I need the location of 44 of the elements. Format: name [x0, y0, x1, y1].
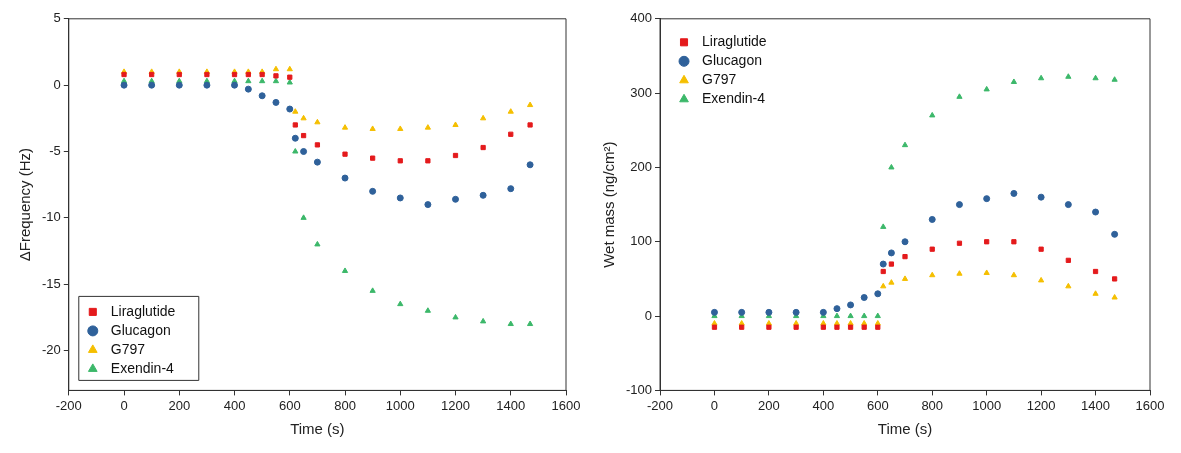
y-tick-label: 0	[53, 76, 61, 92]
y-tick-label: -5	[49, 143, 61, 159]
legend-label: Glucagon	[702, 52, 762, 69]
y-tick-label: 400	[630, 10, 653, 26]
x-tick-label: 400	[223, 397, 246, 413]
x-tick-label: -200	[647, 397, 674, 413]
x-axis-title: Time (s)	[290, 420, 345, 438]
legend-label: Exendin-4	[702, 90, 766, 107]
x-tick-label: 1400	[1081, 397, 1111, 413]
y-tick-label: -10	[41, 209, 61, 225]
x-tick-label: 400	[812, 397, 835, 413]
y-axis-title: Wet mass (ng/cm²)	[600, 141, 618, 268]
x-tick-label: 600	[866, 397, 889, 413]
legend-label: Liraglutide	[110, 302, 176, 319]
x-tick-label: 200	[168, 397, 191, 413]
legend-label: Liraglutide	[702, 33, 767, 50]
legend-label: Exendin-4	[110, 359, 175, 376]
x-tick-label: 1600	[551, 397, 581, 413]
y-tick-label: -15	[41, 275, 61, 291]
legend-label: Glucagon	[110, 321, 171, 338]
y-tick-label: 100	[630, 233, 653, 249]
x-tick-label: 1000	[972, 397, 1002, 413]
x-tick-label: 0	[120, 397, 128, 413]
y-tick-label: -100	[625, 381, 653, 397]
x-tick-label: 800	[334, 397, 356, 413]
legend-label: G797	[702, 71, 737, 88]
y-tick-label: 200	[630, 159, 653, 175]
y-axis-title: ΔFrequency (Hz)	[16, 147, 34, 262]
y-tick-label: 300	[630, 84, 653, 100]
x-tick-label: 600	[278, 397, 301, 413]
x-tick-label: 1200	[441, 397, 470, 413]
x-tick-label: 1000	[385, 397, 415, 413]
x-tick-label: -200	[55, 397, 82, 413]
x-axis-title: Time (s)	[877, 420, 933, 438]
x-tick-label: 1400	[496, 397, 526, 413]
x-tick-label: 800	[921, 397, 944, 413]
x-tick-label: 0	[710, 397, 719, 413]
y-tick-label: 0	[644, 307, 653, 323]
x-tick-label: 200	[758, 397, 780, 413]
x-tick-label: 1600	[1135, 397, 1165, 413]
x-tick-label: 1200	[1026, 397, 1056, 413]
legend-label: G797	[110, 340, 146, 357]
y-tick-label: 5	[53, 10, 61, 26]
y-tick-label: -20	[41, 342, 61, 358]
